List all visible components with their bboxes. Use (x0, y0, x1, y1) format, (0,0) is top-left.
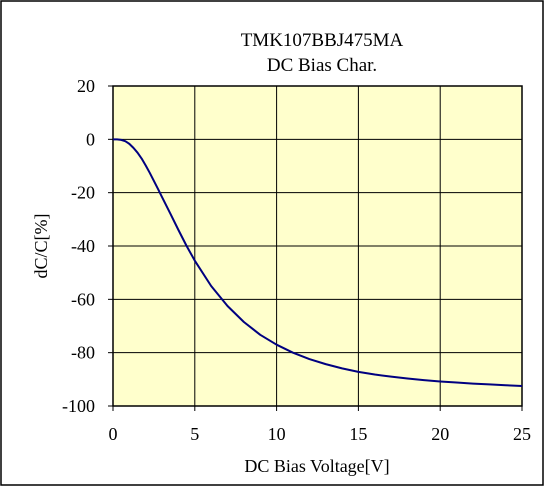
y-tick-label-6: -100 (62, 396, 95, 416)
plot-area: 0 5 10 15 20 25 20 0 -20 -40 -60 -80 -100 (62, 76, 531, 444)
x-axis-label: DC Bias Voltage[V] (244, 456, 389, 476)
x-tick-label-2: 10 (268, 424, 286, 444)
y-tick-label-1: 0 (86, 129, 95, 149)
x-tick-label-3: 15 (349, 424, 367, 444)
y-axis-label: dC/C[%] (31, 214, 51, 279)
x-tick-label-4: 20 (431, 424, 449, 444)
series-line-0 (113, 138, 523, 387)
y-tick-label-0: 20 (77, 76, 95, 96)
chart-subtitle: DC Bias Char. (267, 55, 377, 76)
y-tick-label-5: -80 (71, 343, 95, 363)
x-tick-label-5: 25 (513, 424, 531, 444)
chart-title: TMK107BBJ475MA (241, 30, 404, 51)
x-tick-label-0: 0 (109, 424, 118, 444)
y-tick-label-3: -40 (71, 236, 95, 256)
y-tick-label-4: -60 (71, 289, 95, 309)
y-tick-label-2: -20 (71, 183, 95, 203)
x-tick-label-1: 5 (190, 424, 199, 444)
